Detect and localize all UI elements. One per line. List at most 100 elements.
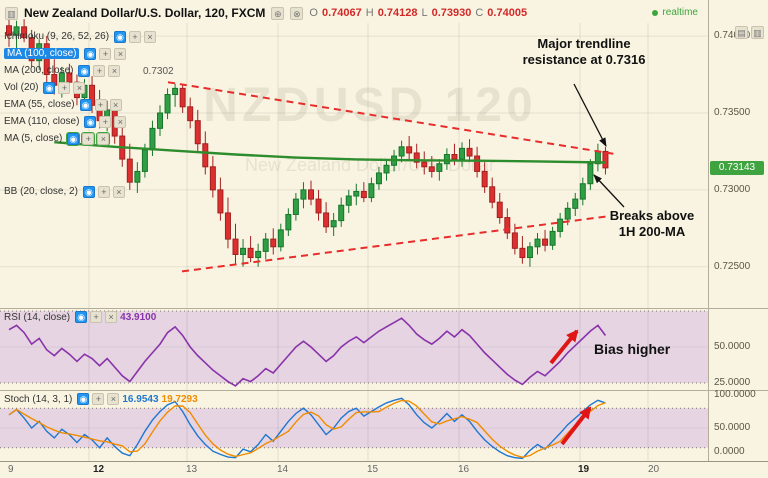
eye-icon[interactable]: ◉ [84, 47, 97, 60]
time-axis-label: 20 [648, 464, 660, 475]
stoch-panel-title: Stoch (14, 3, 1) ◉ + × 16.9543 19.7293 [4, 393, 198, 405]
settings-icon[interactable]: + [90, 311, 103, 323]
time-axis-label: 9 [8, 464, 14, 475]
main-rsi-separator[interactable] [0, 308, 768, 309]
close-icon[interactable]: × [96, 131, 111, 146]
indicator-label[interactable]: Vol (20) [4, 82, 39, 93]
stoch-axis-label: 0.0000 [714, 446, 745, 457]
legend-row: MA (5, close) ◉ + × [4, 131, 156, 146]
resistance-annotation-line1: Major trendline [537, 36, 631, 51]
eye-icon[interactable]: ◉ [75, 311, 88, 323]
time-axis-label: 14 [277, 464, 289, 475]
settings-icon[interactable]: + [94, 98, 107, 111]
legend-row: MA (200, close) ◉ + × [4, 64, 156, 77]
panel-toggle-group: ▤ ▥ [735, 26, 764, 39]
bias-annotation[interactable]: Bias higher [594, 341, 671, 357]
rsi-value: 43.9100 [120, 311, 157, 323]
rsi-stoch-separator[interactable] [0, 390, 768, 391]
open-label: O [309, 7, 318, 19]
legend-row: EMA (55, close) ◉ + × [4, 98, 156, 111]
close-icon[interactable]: × [105, 311, 118, 323]
close-label: C [475, 7, 484, 19]
price-axis[interactable]: 0.73143 0.74000 0.73500 0.73000 0.72500 50.0… [708, 0, 768, 461]
time-axis[interactable]: 9 12 13 14 15 16 19 20 [0, 462, 768, 478]
eye-icon[interactable]: ◉ [82, 185, 95, 198]
close-icon[interactable]: × [107, 393, 120, 405]
price-axis-label: 0.73000 [714, 183, 751, 195]
stoch-k-value: 16.9543 [122, 393, 159, 405]
eye-icon[interactable]: ◉ [66, 131, 81, 146]
time-axis-label: 12 [93, 464, 105, 475]
ma-price-badge: 0.73143 [710, 161, 764, 175]
stoch-d-value: 19.7293 [161, 393, 198, 405]
break-annotation-line1: Breaks above [609, 208, 695, 223]
time-axis-label: 19 [578, 464, 590, 475]
indicator-label[interactable]: BB (20, close, 2) [4, 186, 78, 197]
eye-icon[interactable]: ◉ [78, 64, 91, 77]
eye-icon[interactable]: ◉ [77, 393, 90, 405]
rsi-label[interactable]: RSI (14, close) [4, 311, 71, 323]
legend-row: EMA (110, close) ◉ + × [4, 115, 156, 128]
rsi-axis-label: 25.0000 [714, 377, 751, 388]
realtime-label: realtime [662, 7, 698, 18]
chart-style-icon[interactable]: ▥ [5, 6, 18, 20]
indicator-label[interactable]: MA (200, close) [4, 65, 74, 76]
price-axis-label: 0.73500 [714, 106, 751, 118]
price-axis-label: 0.72500 [714, 260, 751, 272]
legend-row: MA (100, close) ◉ + × [4, 47, 156, 60]
indicator-legend: Ichimoku (9, 26, 52, 26) ◉ + × MA (100, clos… [4, 30, 157, 202]
high-label: H [365, 7, 374, 19]
stoch-label[interactable]: Stoch (14, 3, 1) [4, 393, 73, 405]
eye-icon[interactable]: ◉ [114, 30, 127, 43]
settings-icon[interactable]: + [58, 81, 71, 94]
settings-icon[interactable]: + [99, 115, 112, 128]
maximize-pane-icon[interactable]: ▤ [735, 26, 748, 39]
restore-pane-icon[interactable]: ▥ [751, 26, 764, 39]
break-annotation[interactable]: Breaks above 1H 200-MA [592, 208, 712, 239]
settings-icon[interactable]: ⊕ [271, 6, 285, 20]
settings-icon[interactable]: + [81, 131, 96, 146]
low-label: L [421, 7, 428, 19]
close-icon[interactable]: × [114, 115, 127, 128]
time-axis-label: 16 [458, 464, 470, 475]
indicator-label[interactable]: Ichimoku (9, 26, 52, 26) [4, 31, 110, 42]
settings-icon[interactable]: + [99, 47, 112, 60]
close-icon[interactable]: × [109, 98, 122, 111]
legend-row: Ichimoku (9, 26, 52, 26) ◉ + × [4, 30, 157, 43]
symbol-title: New Zealand Dollar/U.S. Dollar, 120, FXC… [24, 6, 266, 20]
resistance-annotation[interactable]: Major trendline resistance at 0.7316 [506, 36, 662, 67]
eye-icon[interactable]: ◉ [79, 98, 92, 111]
high-value: 0.74128 [377, 7, 418, 19]
close-icon[interactable]: × [73, 81, 86, 94]
indicator-label[interactable]: MA (5, close) [4, 133, 63, 144]
price-axis-label: 0.74000 [714, 30, 751, 42]
settings-icon[interactable]: + [97, 185, 110, 198]
eye-icon[interactable]: ◉ [43, 81, 56, 94]
low-value: 0.73930 [431, 7, 472, 19]
open-value: 0.74067 [321, 7, 362, 19]
indicator-label[interactable]: MA (100, close) [4, 48, 80, 59]
close-icon[interactable]: × [144, 30, 157, 43]
stoch-axis-label: 50.0000 [714, 422, 751, 433]
settings-icon[interactable]: + [129, 30, 142, 43]
eye-icon[interactable]: ◉ [84, 115, 97, 128]
realtime-status: realtime [652, 7, 698, 18]
settings-icon[interactable]: + [93, 64, 106, 77]
stoch-timeaxis-separator [0, 461, 768, 462]
resistance-annotation-line2: resistance at 0.7316 [522, 51, 646, 67]
rsi-panel-title: RSI (14, close) ◉ + × 43.9100 [4, 311, 156, 323]
indicator-label[interactable]: EMA (55, close) [4, 99, 75, 110]
close-icon[interactable]: × [108, 64, 121, 77]
settings-icon[interactable]: + [92, 393, 105, 405]
compare-icon[interactable]: ⊗ [290, 6, 304, 20]
swing-high-price-label: 0.7302 [143, 66, 174, 77]
time-axis-label: 15 [367, 464, 379, 475]
close-value: 0.74005 [487, 7, 528, 19]
indicator-label[interactable]: EMA (110, close) [4, 116, 80, 127]
ohlc-readout: O 0.74067 H 0.74128 L 0.73930 C 0.74005 [309, 7, 527, 19]
close-icon[interactable]: × [114, 47, 127, 60]
stoch-axis-label: 100.0000 [714, 389, 756, 400]
close-icon[interactable]: × [112, 185, 125, 198]
